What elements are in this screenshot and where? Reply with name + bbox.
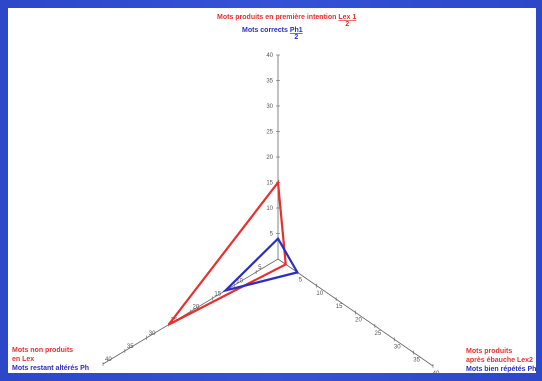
tick-label-right: 10 [316,291,323,297]
tick-label-top: 5 [270,232,274,238]
axis-label-top-blue: Mots corrects Ph1 [242,27,303,34]
tick-label-top: 25 [266,130,273,136]
tick-label-left: 40 [105,357,112,363]
tick-label-right: 5 [299,277,303,283]
axis-label-top-red: Mots produits en première intention Lex … [217,14,356,21]
tick-label-top: 35 [266,79,273,85]
axis-label-left-1: Mots non produits [12,347,73,354]
tick-label-right: 40 [433,371,440,373]
axis-label-left-3: Mots restant altérés Ph [12,365,89,372]
tick-label-left: 35 [127,344,134,350]
axis-label-top-blue-denominator: 2 [294,34,298,41]
tick-label-top: 40 [266,53,273,59]
radar-chart: 5551010101515152020202525253030303535354… [12,14,536,373]
tick-label-top: 10 [266,206,273,212]
tick-label-left: 10 [236,278,243,284]
axis-label-right-3: Mots bien répétés Ph [466,366,536,373]
series-polygon-1 [167,179,287,326]
axis-label-left-2: en Lex [12,356,34,363]
tick-label-top: 20 [266,155,273,161]
tick-label-right: 15 [336,304,343,310]
tick-label-left: 15 [214,291,221,297]
chart-panel: 5 5 5 10 10 10 15 15 15 20 20 20 25 25 25 30 30 30 35 35 35 4… [8,8,536,373]
axis-label-right-1: Mots produits [466,348,512,355]
tick-label-left: 5 [258,265,262,271]
axis-label-top-red-denominator: 2 [345,21,349,28]
tick-label-right: 35 [413,358,420,364]
tick-label-left: 30 [149,331,156,337]
tick-label-right: 20 [355,318,362,324]
tick-label-right: 25 [375,331,382,337]
tick-label-left: 20 [193,305,200,311]
series-polygon-2 [221,236,300,293]
axis-label-right-2: après ébauche Lex2 [466,357,533,364]
tick-label-top: 15 [266,181,273,187]
tick-label-right: 30 [394,344,401,350]
tick-label-top: 30 [266,104,273,110]
